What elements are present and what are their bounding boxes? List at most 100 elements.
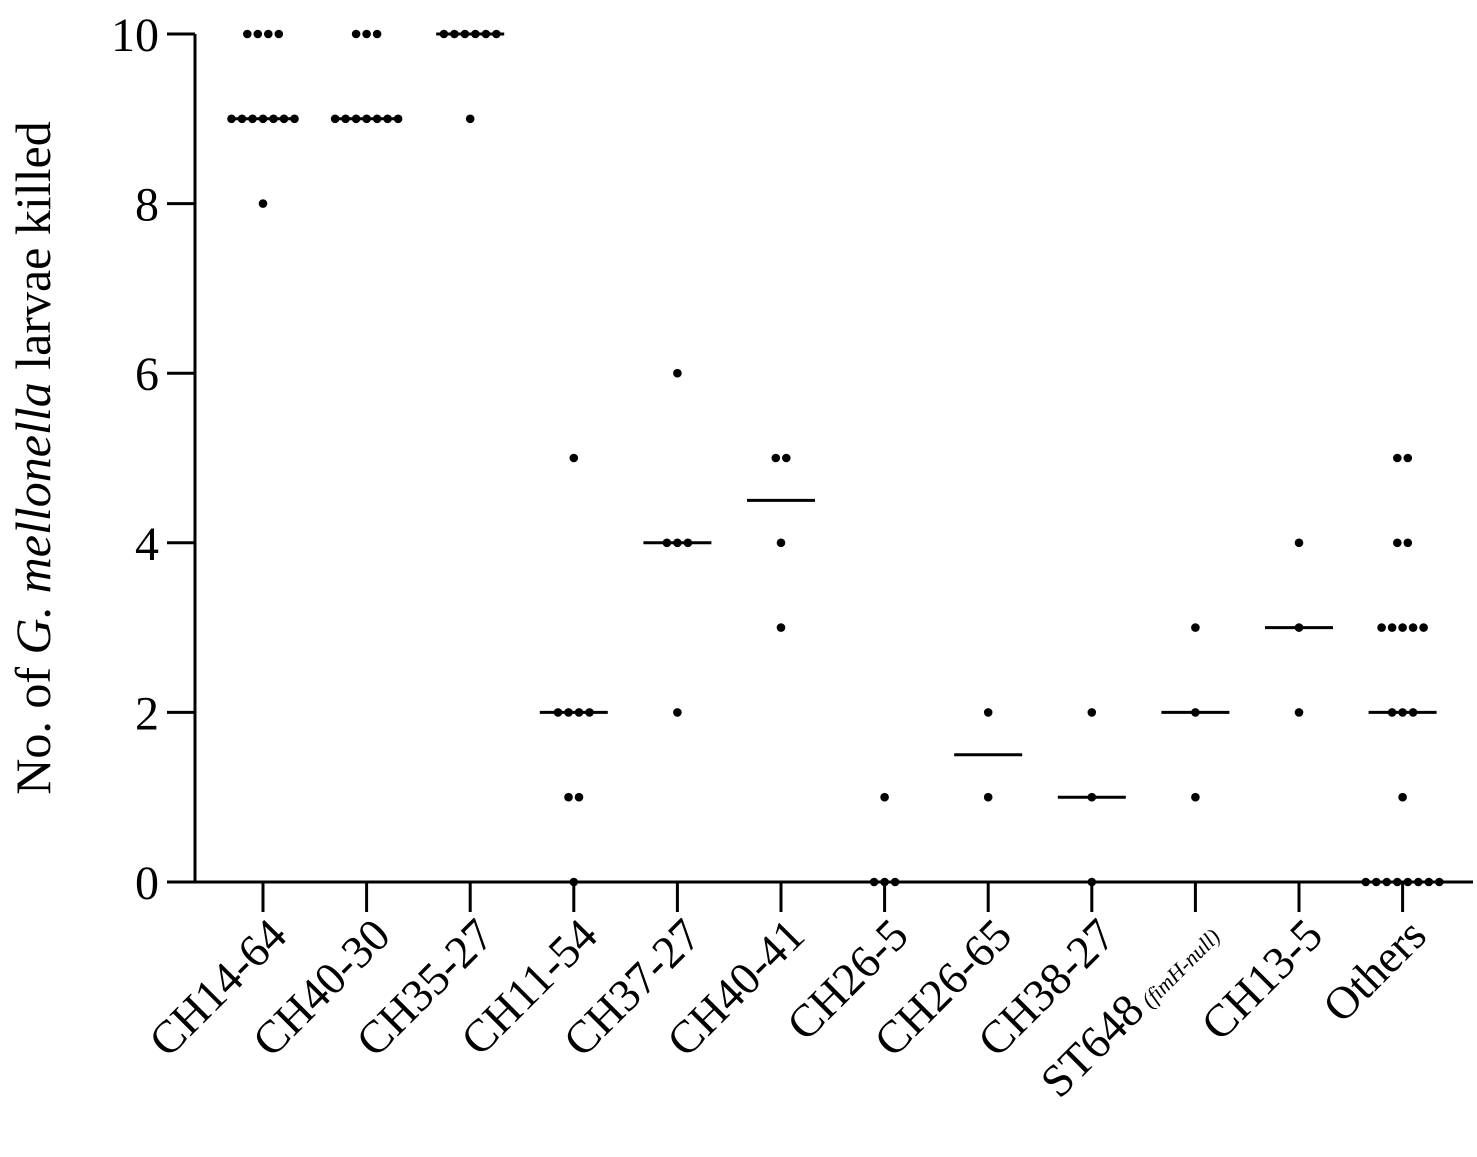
- data-point: [1403, 538, 1413, 548]
- data-point: [1294, 708, 1304, 717]
- data-point: [1398, 623, 1407, 632]
- data-point: [1294, 538, 1304, 548]
- data-point: [574, 708, 584, 717]
- data-point: [1387, 623, 1397, 632]
- data-point: [1087, 708, 1097, 717]
- data-point: [662, 538, 672, 548]
- data-points: [227, 29, 1444, 887]
- x-ticks: [261, 882, 1405, 912]
- data-point: [393, 114, 403, 124]
- data-point: [1191, 708, 1200, 717]
- data-point: [1372, 877, 1381, 887]
- y-tick-label: 10: [111, 9, 159, 62]
- data-point: [673, 368, 682, 378]
- data-point: [1403, 453, 1413, 463]
- data-point: [1087, 877, 1097, 887]
- data-point: [227, 114, 236, 124]
- data-point: [1424, 877, 1434, 887]
- data-point: [1191, 623, 1200, 632]
- y-axis-label-prefix: No. of: [5, 654, 61, 794]
- data-point: [1403, 877, 1413, 887]
- data-point: [1377, 623, 1386, 632]
- y-axis-label-italic: G. mellonella: [5, 382, 61, 654]
- y-axis-label-suffix: larvae killed: [5, 121, 61, 382]
- data-point: [673, 708, 682, 717]
- data-point: [1294, 623, 1304, 632]
- x-tick-label: Others: [1313, 909, 1436, 1032]
- data-point: [1087, 792, 1097, 802]
- data-point: [1191, 792, 1200, 802]
- data-point: [983, 792, 993, 802]
- data-point: [362, 114, 371, 124]
- data-point: [351, 114, 361, 124]
- data-point: [585, 708, 594, 717]
- data-point: [465, 114, 475, 124]
- data-point: [782, 453, 791, 463]
- y-ticks: 0 2 4 6 8 10: [111, 9, 195, 910]
- data-point: [1387, 708, 1397, 717]
- data-point: [1414, 877, 1423, 887]
- data-point: [341, 114, 350, 124]
- data-point: [1419, 623, 1428, 632]
- data-point: [372, 114, 382, 124]
- data-point: [372, 29, 382, 39]
- data-point: [351, 29, 361, 39]
- data-point: [574, 792, 584, 802]
- data-point: [564, 708, 573, 717]
- y-axis-label: No. of G. mellonella larvae killed: [5, 121, 61, 794]
- data-point: [362, 29, 371, 39]
- data-point: [880, 792, 889, 802]
- data-point: [569, 453, 579, 463]
- data-point: [1361, 877, 1371, 887]
- y-tick-label: 2: [135, 687, 159, 740]
- data-point: [553, 708, 563, 717]
- data-point: [264, 29, 273, 39]
- data-point: [269, 114, 278, 124]
- data-point: [1393, 453, 1402, 463]
- data-point: [330, 114, 340, 124]
- data-point: [1382, 877, 1392, 887]
- data-point: [1398, 708, 1407, 717]
- axes: [193, 34, 1473, 884]
- data-point: [673, 538, 682, 548]
- data-point: [771, 453, 781, 463]
- data-point: [274, 29, 284, 39]
- data-point: [776, 538, 786, 548]
- data-point: [1393, 877, 1402, 887]
- y-tick-label: 6: [135, 348, 159, 401]
- y-tick-label: 0: [135, 857, 159, 910]
- data-point: [1408, 623, 1418, 632]
- data-point: [880, 877, 889, 887]
- data-point: [237, 114, 247, 124]
- data-point: [683, 538, 693, 548]
- data-point: [383, 114, 392, 124]
- data-point: [290, 114, 299, 124]
- x-tick-label-text: Others: [1313, 909, 1436, 1032]
- data-point: [253, 29, 263, 39]
- data-point: [492, 29, 501, 39]
- data-point: [869, 877, 879, 887]
- data-point: [248, 114, 257, 124]
- median-lines: [229, 32, 1437, 884]
- data-point: [564, 792, 573, 802]
- data-point: [890, 877, 900, 887]
- data-point: [1398, 792, 1407, 802]
- data-point: [1435, 877, 1444, 887]
- data-point: [243, 29, 252, 39]
- x-tick-labels: CH14-64CH40-30CH35-27CH11-54CH37-27CH40-…: [139, 909, 1436, 1107]
- y-tick-label: 8: [135, 179, 159, 232]
- data-point: [1393, 538, 1402, 548]
- data-point: [258, 114, 268, 124]
- data-point: [258, 199, 268, 208]
- y-tick-label: 4: [135, 518, 159, 571]
- data-point: [450, 29, 459, 39]
- data-point: [481, 29, 491, 39]
- data-point: [983, 708, 993, 717]
- data-point: [471, 29, 480, 39]
- data-point: [460, 29, 470, 39]
- data-point: [1408, 708, 1418, 717]
- data-point: [279, 114, 289, 124]
- data-point: [439, 29, 449, 39]
- data-point: [569, 877, 579, 887]
